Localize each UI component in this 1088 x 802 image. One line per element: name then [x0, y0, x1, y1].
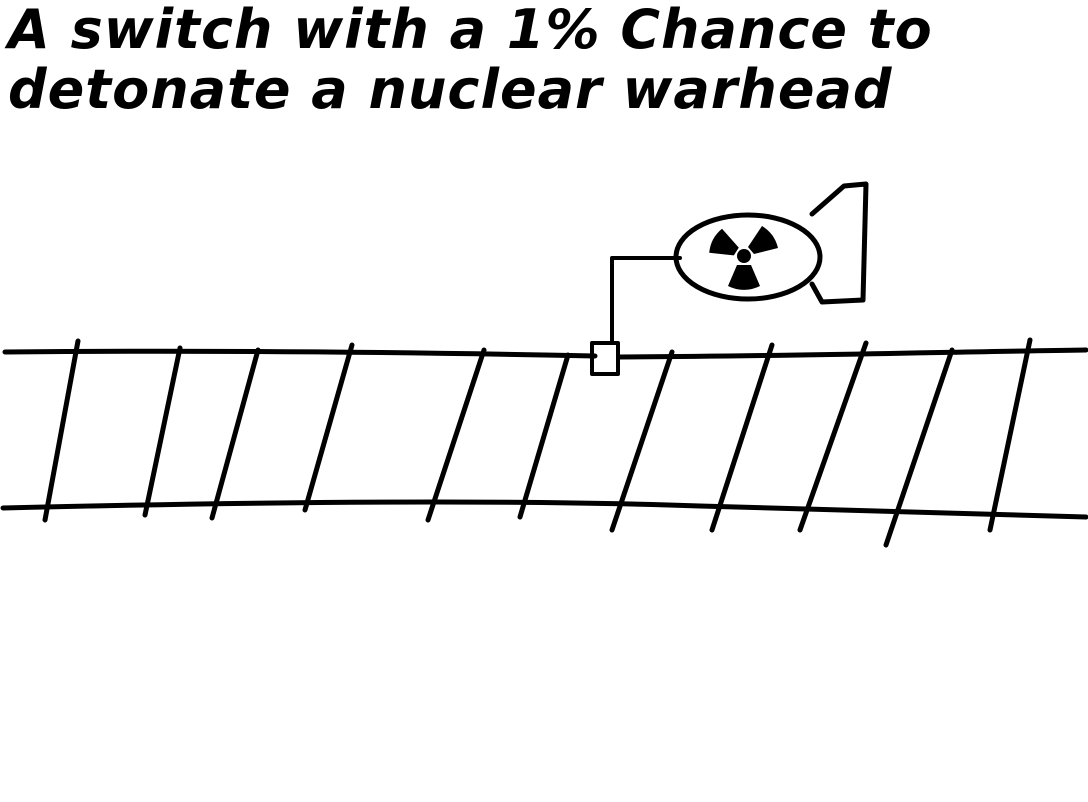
- radiation-blade: [728, 265, 760, 290]
- railroad-ties: [42, 337, 1033, 548]
- warhead-tail-fin: [809, 181, 869, 305]
- tie: [987, 337, 1033, 533]
- tie: [883, 347, 955, 548]
- tie: [709, 342, 775, 533]
- track-switch-icon[interactable]: [590, 341, 620, 376]
- radiation-center: [737, 249, 751, 263]
- radiation-blade: [709, 228, 739, 256]
- tie: [609, 349, 675, 533]
- tie: [517, 352, 571, 520]
- bottom-rail: [0, 499, 1088, 520]
- tie: [797, 340, 869, 533]
- tie: [209, 347, 261, 521]
- caption-text: A switch with a 1% Chance to detonate a …: [8, 0, 933, 121]
- tie: [142, 345, 183, 518]
- tie: [425, 347, 487, 523]
- radiation-blade: [748, 226, 778, 254]
- tie: [42, 338, 81, 523]
- detonation-wire: [610, 256, 682, 345]
- railway-track: [0, 337, 1088, 548]
- warhead-body: [673, 212, 823, 302]
- tie: [302, 342, 355, 513]
- nuclear-warhead-icon: [673, 181, 869, 305]
- radiation-symbol-icon: [709, 226, 778, 290]
- top-rail: [2, 347, 1088, 360]
